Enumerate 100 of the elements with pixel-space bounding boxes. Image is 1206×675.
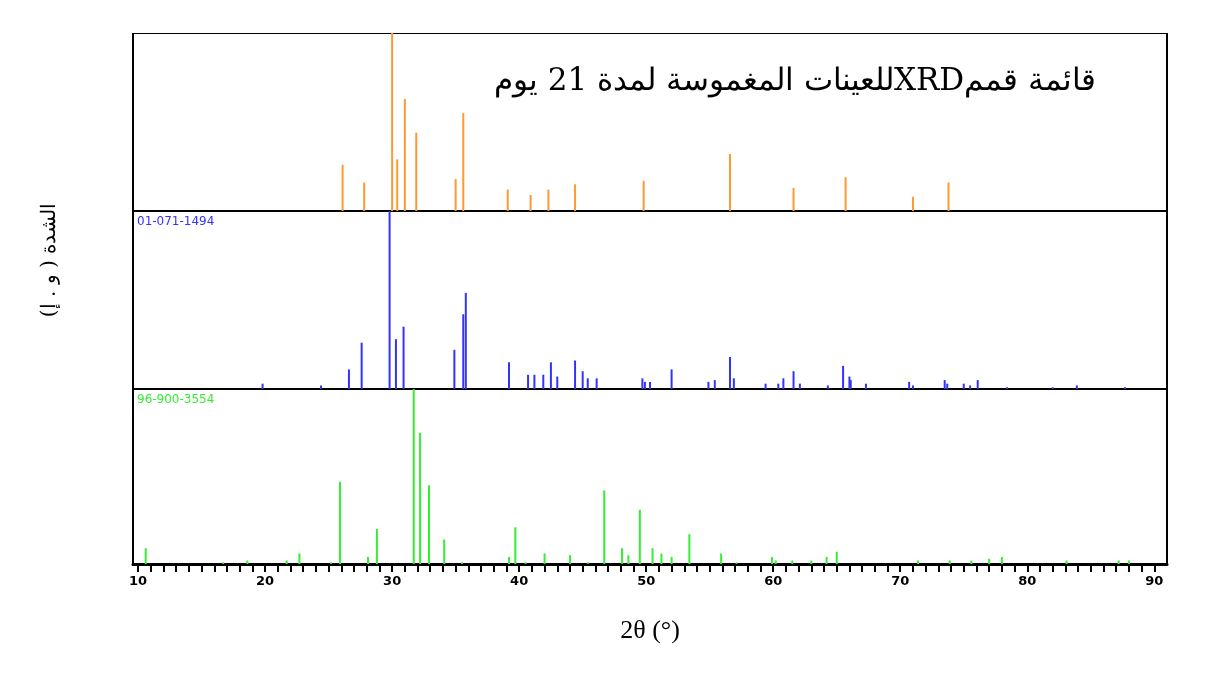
bar xyxy=(720,553,723,564)
bar xyxy=(842,365,845,389)
bar xyxy=(621,548,624,564)
bar xyxy=(642,180,645,211)
bar xyxy=(556,376,559,389)
bar xyxy=(688,534,691,564)
bar xyxy=(641,378,644,389)
text: قائمة قممXRDللعينات المغموسة لمدة 21 يوم xyxy=(494,61,1096,97)
bar xyxy=(574,360,577,389)
x-tick-label: 40 xyxy=(510,573,529,588)
bar xyxy=(670,369,673,389)
x-tick-label: 70 xyxy=(891,573,910,588)
bar xyxy=(363,182,366,211)
bar xyxy=(729,154,732,211)
bar xyxy=(462,113,465,211)
text: 96-900-3554 xyxy=(137,392,215,406)
bar xyxy=(586,378,589,389)
bar xyxy=(341,164,344,211)
bar xyxy=(427,485,430,564)
bar xyxy=(527,374,530,389)
bar xyxy=(764,383,767,389)
bar xyxy=(713,380,716,389)
bar xyxy=(347,369,350,389)
x-tick-label: 80 xyxy=(1018,573,1037,588)
bar xyxy=(943,380,946,389)
bar xyxy=(849,380,852,389)
bar xyxy=(707,381,710,389)
bar xyxy=(543,553,546,564)
bar xyxy=(651,548,654,564)
bar xyxy=(549,362,552,389)
bar xyxy=(375,529,378,564)
bar xyxy=(1000,557,1003,564)
x-tick-label: 10 xyxy=(129,573,148,588)
bar xyxy=(911,385,914,389)
bar xyxy=(729,356,732,389)
bar xyxy=(339,481,342,564)
bar xyxy=(732,378,735,389)
y-axis-title: الشدة ( و . إ) xyxy=(36,202,60,318)
bar xyxy=(638,509,641,564)
bar xyxy=(844,177,847,211)
text: 01-071-1494 xyxy=(137,214,215,228)
bar xyxy=(976,380,979,389)
bar xyxy=(529,194,532,211)
bar xyxy=(1075,385,1078,389)
bar xyxy=(506,189,509,211)
bar xyxy=(595,378,598,389)
bar xyxy=(320,385,322,389)
bar xyxy=(568,555,571,564)
bar xyxy=(911,196,914,211)
bar xyxy=(643,381,646,389)
bar xyxy=(391,33,394,211)
bar xyxy=(403,98,406,211)
bar xyxy=(360,342,363,389)
bar xyxy=(508,362,510,389)
bar xyxy=(396,159,399,211)
bar xyxy=(649,381,651,389)
bar xyxy=(533,374,536,389)
bar xyxy=(792,371,795,389)
bar xyxy=(782,378,785,389)
bar xyxy=(581,371,584,389)
bar xyxy=(415,132,418,211)
bar xyxy=(298,553,301,564)
bar xyxy=(454,178,457,211)
bar xyxy=(402,326,405,389)
bar xyxy=(388,211,391,389)
bar xyxy=(835,551,838,564)
bar xyxy=(412,389,415,564)
bar xyxy=(394,339,397,389)
bar xyxy=(603,490,606,564)
bar xyxy=(825,557,828,564)
bar xyxy=(777,383,780,389)
bar xyxy=(946,383,949,389)
bar xyxy=(792,187,795,211)
bar xyxy=(826,385,829,389)
x-tick-label: 90 xyxy=(1145,573,1164,588)
bar xyxy=(514,527,517,564)
bar xyxy=(969,385,972,389)
bar xyxy=(988,558,991,564)
bar xyxy=(547,189,550,211)
bar xyxy=(261,383,264,389)
bar xyxy=(443,539,446,564)
x-tick-label: 20 xyxy=(256,573,275,588)
bar xyxy=(962,383,965,389)
bar xyxy=(770,557,773,564)
bar xyxy=(947,182,950,211)
bar xyxy=(627,555,630,564)
bar xyxy=(848,376,851,389)
bar xyxy=(864,383,867,389)
bar xyxy=(367,557,369,564)
bar xyxy=(508,557,510,564)
bar xyxy=(670,557,673,564)
x-tick-label: 60 xyxy=(764,573,783,588)
x-tick-label: 50 xyxy=(637,573,656,588)
bar xyxy=(419,432,422,564)
bar xyxy=(464,292,467,389)
x-tick-label: 30 xyxy=(383,573,402,588)
bar xyxy=(798,383,801,389)
bar xyxy=(660,553,663,564)
bar xyxy=(574,184,577,211)
bar xyxy=(144,548,147,564)
